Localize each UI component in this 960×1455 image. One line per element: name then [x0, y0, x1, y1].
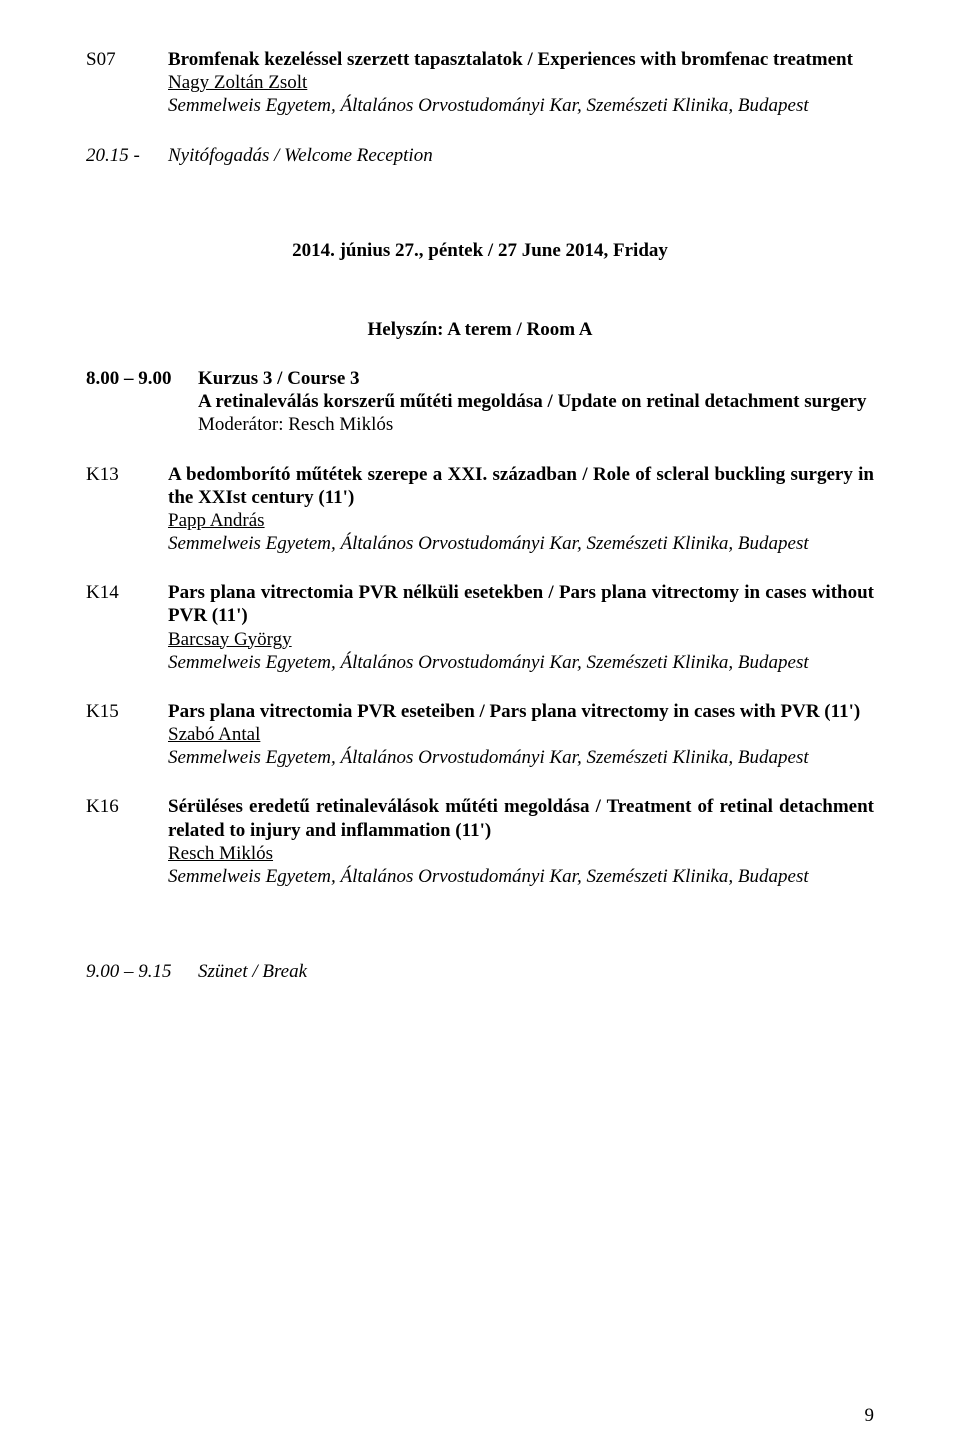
entry-k14: K14 Pars plana vitrectomia PVR nélküli e… — [86, 581, 874, 674]
entry-body: A bedomborító műtétek szerepe a XXI. szá… — [168, 463, 874, 556]
schedule-break: 9.00 – 9.15 Szünet / Break — [86, 960, 874, 983]
entry-affil: Semmelweis Egyetem, Általános Orvostudom… — [168, 94, 874, 117]
entry-code: K16 — [86, 795, 168, 818]
entry-s07: S07 Bromfenak kezeléssel szerzett tapasz… — [86, 48, 874, 118]
entry-code: K14 — [86, 581, 168, 604]
entry-author: Resch Miklós — [168, 842, 874, 865]
entry-k15: K15 Pars plana vitrectomia PVR eseteiben… — [86, 700, 874, 770]
entry-author: Nagy Zoltán Zsolt — [168, 71, 874, 94]
entry-affil: Semmelweis Egyetem, Általános Orvostudom… — [168, 651, 874, 674]
entry-body: Pars plana vitrectomia PVR eseteiben / P… — [168, 700, 874, 770]
course3-body: Kurzus 3 / Course 3 A retinaleválás kors… — [198, 367, 874, 437]
break-time: 9.00 – 9.15 — [86, 960, 198, 983]
entry-affil: Semmelweis Egyetem, Általános Orvostudom… — [168, 746, 874, 769]
entry-title: Sérüléses eredetű retinaleválások műtéti… — [168, 795, 874, 841]
entry-code: S07 — [86, 48, 168, 71]
course3-subtitle: A retinaleválás korszerű műtéti megoldás… — [198, 390, 874, 413]
entry-affil: Semmelweis Egyetem, Általános Orvostudom… — [168, 532, 874, 555]
schedule-label: Nyitófogadás / Welcome Reception — [168, 144, 874, 167]
break-label: Szünet / Break — [198, 960, 874, 983]
page-number: 9 — [865, 1404, 875, 1427]
schedule-time: 20.15 - — [86, 144, 168, 167]
entry-author: Szabó Antal — [168, 723, 874, 746]
course3-time: 8.00 – 9.00 — [86, 367, 198, 390]
entry-k16: K16 Sérüléses eredetű retinaleválások mű… — [86, 795, 874, 888]
entry-body: Bromfenak kezeléssel szerzett tapasztala… — [168, 48, 874, 118]
entry-affil: Semmelweis Egyetem, Általános Orvostudom… — [168, 865, 874, 888]
course3-block: 8.00 – 9.00 Kurzus 3 / Course 3 A retina… — [86, 367, 874, 437]
page-container: S07 Bromfenak kezeléssel szerzett tapasz… — [0, 0, 960, 1455]
schedule-reception: 20.15 - Nyitófogadás / Welcome Reception — [86, 144, 874, 167]
entry-author: Barcsay György — [168, 628, 874, 651]
entry-body: Sérüléses eredetű retinaleválások műtéti… — [168, 795, 874, 888]
entry-title: Bromfenak kezeléssel szerzett tapasztala… — [168, 48, 874, 71]
room-header: Helyszín: A terem / Room A — [86, 318, 874, 341]
course3-moderator: Moderátor: Resch Miklós — [198, 413, 874, 436]
day-header: 2014. június 27., péntek / 27 June 2014,… — [86, 239, 874, 262]
entry-code: K13 — [86, 463, 168, 486]
entry-body: Pars plana vitrectomia PVR nélküli esete… — [168, 581, 874, 674]
entry-k13: K13 A bedomborító műtétek szerepe a XXI.… — [86, 463, 874, 556]
entry-title: Pars plana vitrectomia PVR nélküli esete… — [168, 581, 874, 627]
entry-title: A bedomborító műtétek szerepe a XXI. szá… — [168, 463, 874, 509]
entry-author: Papp András — [168, 509, 874, 532]
entry-title: Pars plana vitrectomia PVR eseteiben / P… — [168, 700, 874, 723]
course3-heading: Kurzus 3 / Course 3 — [198, 367, 874, 390]
entry-code: K15 — [86, 700, 168, 723]
